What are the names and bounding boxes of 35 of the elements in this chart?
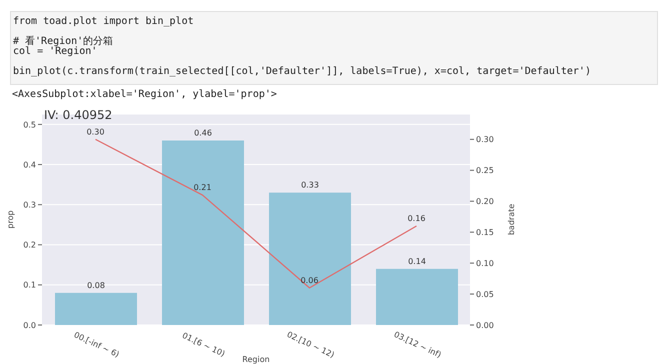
data-label: 0.33 <box>301 180 319 190</box>
y-axis-title: prop <box>6 210 15 229</box>
bar <box>376 268 458 325</box>
bar <box>162 140 244 325</box>
y2-tick-label: 0.10 <box>476 258 494 268</box>
y-tick-label: 0.5 <box>23 120 36 130</box>
data-label: 0.46 <box>194 128 212 138</box>
text: # 看'Region'的分箱 <box>13 34 114 47</box>
y2-tick-label: 0.20 <box>476 197 494 206</box>
bar <box>55 292 137 325</box>
y-tick-label: 0.3 <box>23 200 36 210</box>
data-label: 0.08 <box>87 280 105 290</box>
y-tick-label: 0.2 <box>23 240 36 250</box>
data-label: 0.16 <box>408 214 426 223</box>
y-tick-label: 0.0 <box>23 320 36 330</box>
y2-tick-label: 0.25 <box>476 166 494 176</box>
data-label: 0.21 <box>194 183 212 192</box>
x-axis-title: Region <box>242 355 270 364</box>
x-tick-label: 01.[6 ~ 10) <box>180 330 226 359</box>
text: bin_plot(c.transform(train_selected[[col,'Defaulter']], labels=True), x=col, target='Defaulter') <box>13 66 591 77</box>
y2-tick-label: 0.05 <box>476 290 494 299</box>
chart-title: IV: 0.40952 <box>44 108 112 122</box>
text: <AxesSubplot:xlabel='Region', ylabel='prop'> <box>12 89 277 100</box>
y2-tick-label: 0.00 <box>476 320 494 330</box>
bar <box>269 192 351 325</box>
y2-axis-title: badrate <box>506 204 516 236</box>
y-tick-label: 0.1 <box>23 280 36 290</box>
y2-tick-label: 0.30 <box>476 135 494 144</box>
y-tick-label: 0.4 <box>23 160 36 170</box>
data-label: 0.14 <box>408 256 426 266</box>
data-label: 0.06 <box>300 276 318 285</box>
data-label: 0.30 <box>86 127 104 136</box>
text: col = 'Region' <box>13 46 98 57</box>
y2-tick-label: 0.15 <box>476 228 494 238</box>
text: from toad.plot import bin_plot <box>13 16 194 27</box>
